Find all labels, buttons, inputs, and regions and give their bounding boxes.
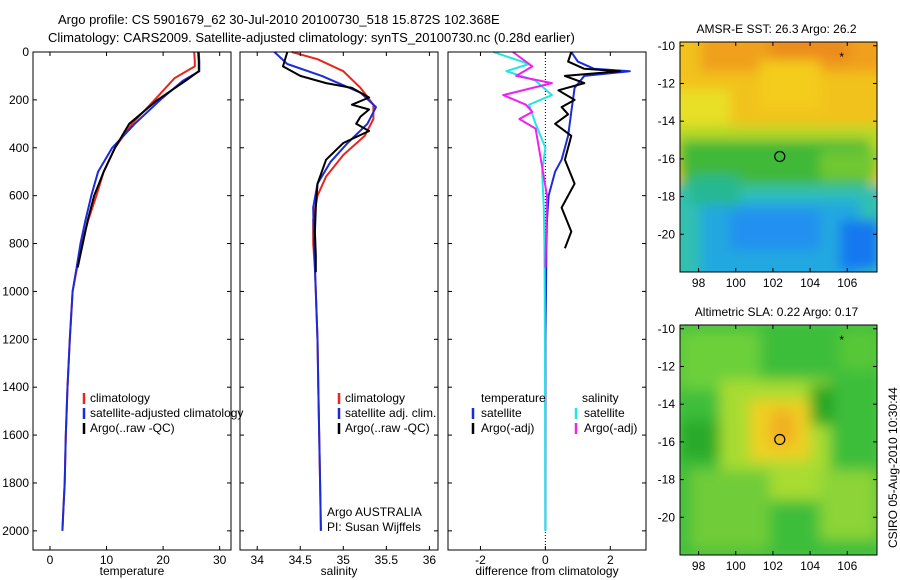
x-tick-label: 106 <box>837 276 857 290</box>
y-tick-label: 200 <box>9 93 29 107</box>
legend-label: Argo(..raw -QC) <box>90 421 175 435</box>
series-line-satellite-adj-clim- <box>273 51 377 531</box>
y-tick-label: -16 <box>658 435 676 449</box>
sla-heatmap <box>680 325 877 555</box>
figure-title-line2: Climatology: CARS2009. Satellite-adjuste… <box>48 30 575 45</box>
map-frame <box>679 324 878 556</box>
x-tick-label: 0 <box>47 553 54 567</box>
series-line-salinity-satellite <box>493 51 553 531</box>
x-tick-label: 104 <box>800 559 820 573</box>
map-title: Altimetric SLA: 0.22 Argo: 0.17 <box>695 305 859 319</box>
y-tick-label: 800 <box>9 237 29 251</box>
series-line-argo-raw-qc- <box>76 51 200 268</box>
y-tick-label: -14 <box>658 114 676 128</box>
legend-label: Argo(..raw -QC) <box>345 421 430 435</box>
x-tick-label: 2 <box>607 553 614 567</box>
argo-location-circle <box>774 150 786 163</box>
legend-label: climatology <box>345 391 405 405</box>
plot-frame <box>447 51 647 551</box>
y-tick-label: 1200 <box>2 332 29 346</box>
legend-heading: temperature <box>481 391 546 405</box>
x-tick-label: 34.5 <box>289 553 313 567</box>
series-line-temperature-satellite <box>544 51 631 531</box>
x-tick-label: 34 <box>251 553 265 567</box>
series-line-climatology <box>291 51 375 531</box>
y-tick-label: 600 <box>9 189 29 203</box>
plot-frame <box>32 51 232 551</box>
map-title: AMSR-E SST: 26.3 Argo: 26.2 <box>696 22 856 36</box>
legend-label: satellite <box>481 406 522 420</box>
y-tick-label: -20 <box>658 227 676 241</box>
plot-frame <box>239 51 439 551</box>
x-axis-label: difference from climatology <box>475 564 618 578</box>
legend-label: satellite adj. clim. <box>345 406 436 420</box>
x-axis-label: temperature <box>100 564 165 578</box>
legend-label: Argo(-adj) <box>481 421 534 435</box>
x-tick-label: 0 <box>542 553 549 567</box>
y-tick-label: -18 <box>658 190 676 204</box>
x-tick-label: 102 <box>763 276 783 290</box>
x-tick-label: 104 <box>800 276 820 290</box>
star-marker: * <box>839 333 844 347</box>
series-line-temperature-argo-adj- <box>554 51 621 249</box>
legend-label: satellite-adjusted climatology <box>90 406 243 420</box>
series-line-argo-raw-qc- <box>282 51 371 273</box>
legend-label: satellite <box>584 406 625 420</box>
y-tick-label: 400 <box>9 141 29 155</box>
y-tick-label: 2000 <box>2 524 29 538</box>
x-tick-label: -2 <box>475 553 486 567</box>
y-tick-label: -12 <box>658 76 676 90</box>
y-tick-label: -18 <box>658 473 676 487</box>
y-tick-label: -16 <box>658 152 676 166</box>
x-tick-label: 100 <box>726 559 746 573</box>
x-tick-label: 100 <box>726 276 746 290</box>
argo-location-circle <box>774 433 786 446</box>
series-line-salinity-argo-adj- <box>502 51 553 268</box>
x-tick-label: 10 <box>100 553 114 567</box>
x-tick-label: 35.5 <box>375 553 399 567</box>
x-tick-label: 20 <box>156 553 170 567</box>
x-axis-label: salinity <box>321 564 358 578</box>
y-tick-label: 1800 <box>2 476 29 490</box>
x-tick-label: 106 <box>837 559 857 573</box>
legend-label: climatology <box>90 391 150 405</box>
y-tick-label: -10 <box>658 39 676 53</box>
y-tick-label: -10 <box>658 322 676 336</box>
y-tick-label: 1600 <box>2 428 29 442</box>
legend-label: Argo(-adj) <box>584 421 637 435</box>
y-tick-label: 1400 <box>2 380 29 394</box>
sst-heatmap <box>680 42 877 272</box>
x-tick-label: 36 <box>423 553 437 567</box>
x-tick-label: 35 <box>337 553 351 567</box>
y-tick-label: 0 <box>22 45 29 59</box>
x-tick-label: 102 <box>763 559 783 573</box>
map-frame <box>679 41 878 273</box>
annotation-text: Argo AUSTRALIA <box>327 505 422 519</box>
x-tick-label: 98 <box>692 276 706 290</box>
legend-heading: salinity <box>582 391 619 405</box>
annotation-text: PI: Susan Wijffels <box>327 520 421 534</box>
y-tick-label: -20 <box>658 510 676 524</box>
star-marker: * <box>839 50 844 64</box>
side-timestamp-label: CSIRO 05-Aug-2010 10:30:44 <box>886 387 900 548</box>
y-tick-label: -14 <box>658 397 676 411</box>
figure-title-line1: Argo profile: CS 5901679_62 30-Jul-2010 … <box>58 12 500 27</box>
y-tick-label: 1000 <box>2 284 29 298</box>
x-tick-label: 30 <box>213 553 227 567</box>
y-tick-label: -12 <box>658 359 676 373</box>
series-line-satellite-adjusted-climatology <box>61 51 201 531</box>
x-tick-label: 98 <box>692 559 706 573</box>
